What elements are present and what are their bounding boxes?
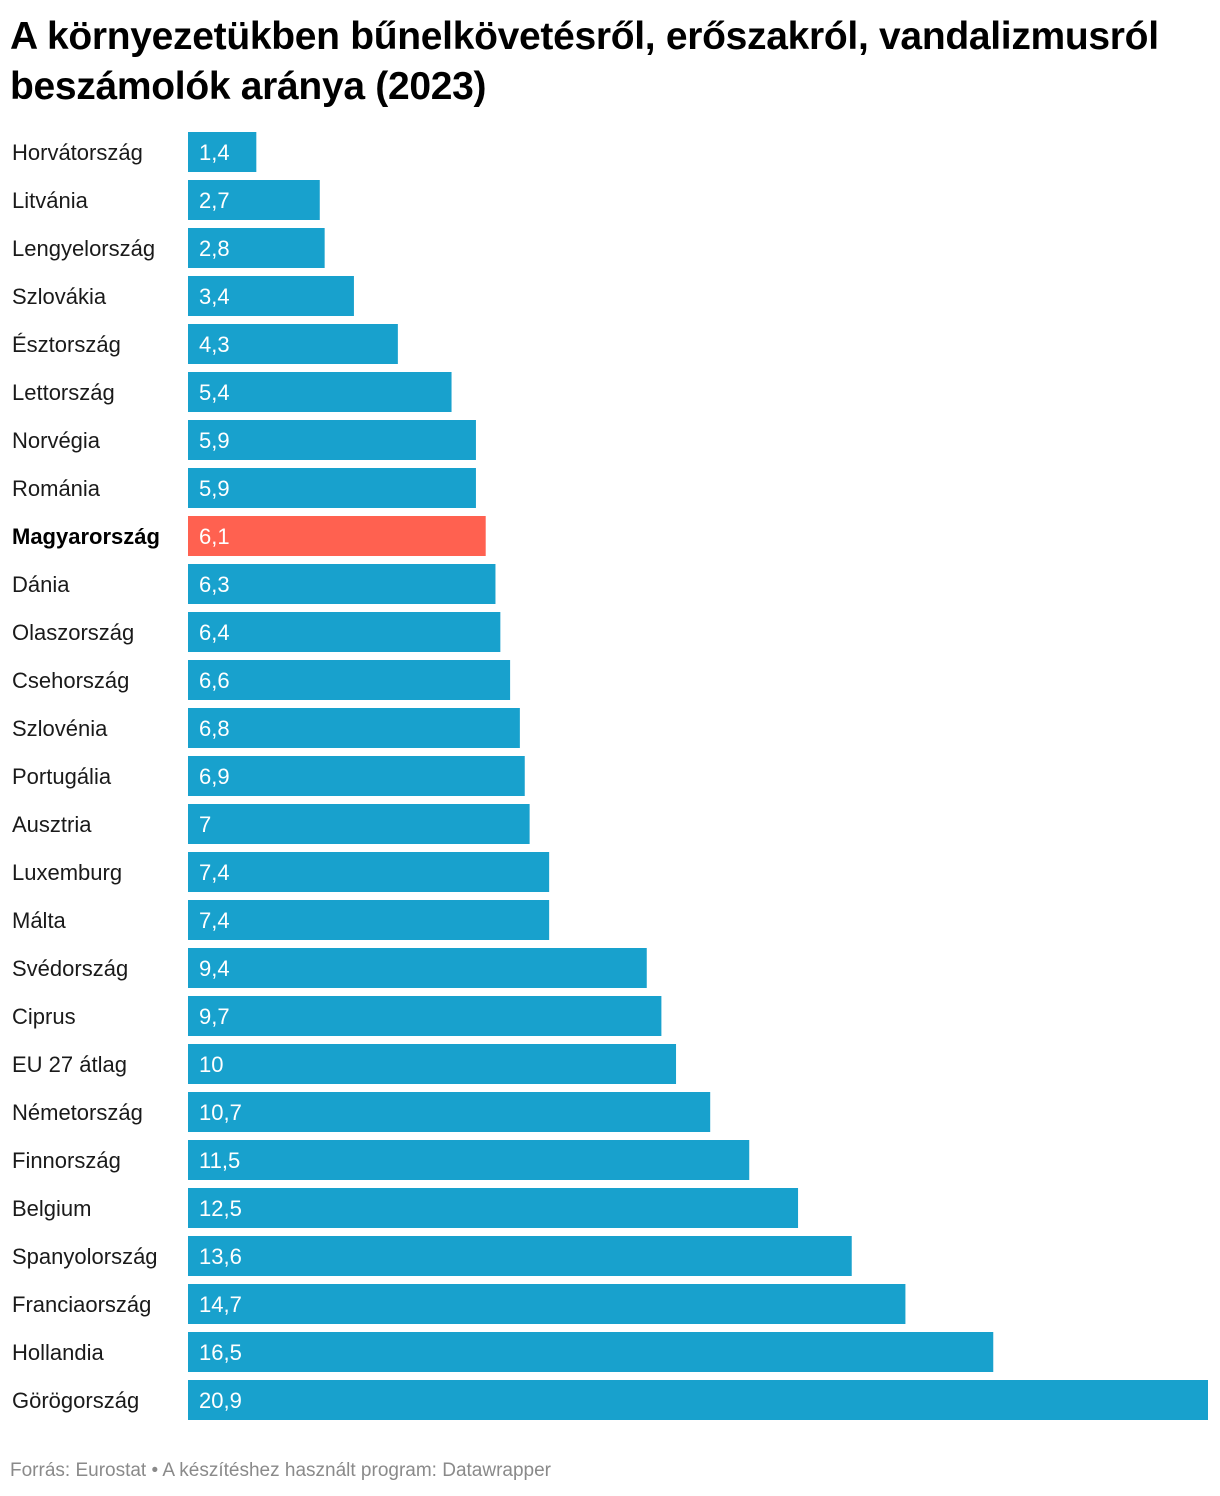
value-label-romania: 5,9 <box>199 476 230 501</box>
category-label-magyarorszag: Magyarország <box>12 524 160 549</box>
value-label-portugalia: 6,9 <box>199 764 230 789</box>
value-label-spanyolorszag: 13,6 <box>199 1244 242 1269</box>
category-label-nemetorszag: Németország <box>12 1100 143 1125</box>
category-label-belgium: Belgium <box>12 1196 91 1221</box>
bar-magyarorszag <box>188 516 486 556</box>
bar-romania <box>188 468 476 508</box>
value-label-litvania: 2,7 <box>199 188 230 213</box>
value-label-finnorszag: 11,5 <box>199 1148 240 1173</box>
category-label-finnorszag: Finnország <box>12 1148 121 1173</box>
category-label-litvania: Litvánia <box>12 188 89 213</box>
bar-lettorszag <box>188 372 452 412</box>
bar-eu-27-atlag <box>188 1044 677 1084</box>
category-label-dania: Dánia <box>12 572 70 597</box>
source-footer: Forrás: Eurostat • A készítéshez használ… <box>10 1460 552 1481</box>
value-label-lettorszag: 5,4 <box>199 380 230 405</box>
bar-franciaorszag <box>188 1284 906 1324</box>
chart-title: A környezetükben bűnelkövetésről, erősza… <box>10 15 1159 108</box>
value-label-horvatorszag: 1,4 <box>199 140 230 165</box>
category-label-ciprus: Ciprus <box>12 1004 76 1029</box>
category-label-esztorszag: Észtország <box>12 332 121 357</box>
category-label-lettorszag: Lettország <box>12 380 115 405</box>
category-label-olaszorszag: Olaszország <box>12 620 134 645</box>
bar-lengyelorszag <box>188 228 325 268</box>
category-label-luxemburg: Luxemburg <box>12 860 122 885</box>
value-label-hollandia: 16,5 <box>199 1340 242 1365</box>
value-label-eu-27-atlag: 10 <box>199 1052 223 1077</box>
category-label-franciaorszag: Franciaország <box>12 1292 151 1317</box>
category-label-gorogorszag: Görögország <box>12 1388 139 1413</box>
bar-dania <box>188 564 496 604</box>
value-label-szlovenia: 6,8 <box>199 716 230 741</box>
bar-portugalia <box>188 756 525 796</box>
value-label-ausztria: 7 <box>199 812 211 837</box>
bar-belgium <box>188 1188 799 1228</box>
category-label-portugalia: Portugália <box>12 764 112 789</box>
value-label-dania: 6,3 <box>199 572 230 597</box>
value-label-magyarorszag: 6,1 <box>199 524 230 549</box>
value-label-belgium: 12,5 <box>199 1196 242 1221</box>
bar-szlovakia <box>188 276 354 316</box>
bar-csehorszag <box>188 660 511 700</box>
category-label-eu-27-atlag: EU 27 átlag <box>12 1052 127 1077</box>
category-label-ausztria: Ausztria <box>12 812 92 837</box>
value-label-csehorszag: 6,6 <box>199 668 230 693</box>
value-label-ciprus: 9,7 <box>199 1004 230 1029</box>
bar-hollandia <box>188 1332 994 1372</box>
category-label-spanyolorszag: Spanyolország <box>12 1244 158 1269</box>
bar-luxemburg <box>188 852 550 892</box>
category-label-svedorszag: Svédország <box>12 956 128 981</box>
category-label-hollandia: Hollandia <box>12 1340 104 1365</box>
value-label-gorogorszag: 20,9 <box>199 1388 242 1413</box>
bar-gorogorszag <box>188 1380 1208 1420</box>
category-label-csehorszag: Csehország <box>12 668 129 693</box>
bar-svedorszag <box>188 948 647 988</box>
category-label-szlovakia: Szlovákia <box>12 284 107 309</box>
bar-finnorszag <box>188 1140 750 1180</box>
bar-szlovenia <box>188 708 520 748</box>
value-label-esztorszag: 4,3 <box>199 332 230 357</box>
value-label-olaszorszag: 6,4 <box>199 620 230 645</box>
value-label-norvegia: 5,9 <box>199 428 230 453</box>
value-label-malta: 7,4 <box>199 908 230 933</box>
bar-norvegia <box>188 420 476 460</box>
value-label-lengyelorszag: 2,8 <box>199 236 230 261</box>
category-label-malta: Málta <box>12 908 67 933</box>
value-label-franciaorszag: 14,7 <box>199 1292 242 1317</box>
bar-nemetorszag <box>188 1092 711 1132</box>
category-label-norvegia: Norvégia <box>12 428 101 453</box>
bar-ciprus <box>188 996 662 1036</box>
value-label-szlovakia: 3,4 <box>199 284 230 309</box>
bar-malta <box>188 900 550 940</box>
bar-spanyolorszag <box>188 1236 852 1276</box>
category-label-lengyelorszag: Lengyelország <box>12 236 155 261</box>
bar-horvatorszag <box>188 132 257 172</box>
category-label-horvatorszag: Horvátország <box>12 140 143 165</box>
bar-esztorszag <box>188 324 398 364</box>
bar-olaszorszag <box>188 612 501 652</box>
bar-ausztria <box>188 804 530 844</box>
category-label-szlovenia: Szlovénia <box>12 716 108 741</box>
value-label-nemetorszag: 10,7 <box>199 1100 242 1125</box>
category-label-romania: Románia <box>12 476 101 501</box>
value-label-svedorszag: 9,4 <box>199 956 230 981</box>
bar-litvania <box>188 180 320 220</box>
value-label-luxemburg: 7,4 <box>199 860 230 885</box>
